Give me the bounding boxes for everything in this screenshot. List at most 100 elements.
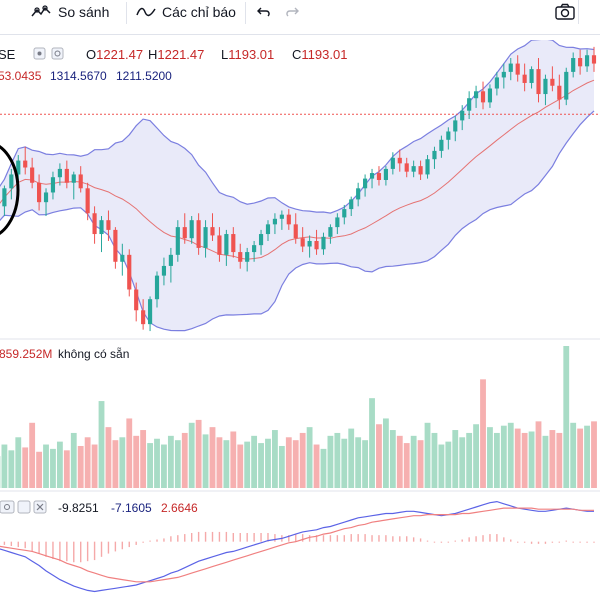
candle-body <box>494 77 499 89</box>
candle <box>134 282 139 322</box>
candle <box>154 271 160 308</box>
volume-bar <box>452 430 459 488</box>
histogram-bar <box>184 534 186 542</box>
candle <box>356 182 361 207</box>
volume-bar <box>556 432 563 488</box>
histogram-bar <box>315 535 318 542</box>
candle-body <box>321 236 326 250</box>
candle <box>474 85 479 108</box>
candle <box>557 74 562 110</box>
candle <box>363 174 368 197</box>
candle <box>182 213 187 244</box>
candle <box>501 63 506 89</box>
candle-body <box>210 227 215 236</box>
histogram-bar <box>86 541 89 562</box>
histogram-bar <box>17 541 19 548</box>
candle-body <box>557 85 562 100</box>
volume-bar <box>272 430 278 488</box>
candle <box>120 243 125 276</box>
volume-pane <box>0 346 597 488</box>
candle-body <box>175 227 180 255</box>
candle <box>217 227 222 262</box>
volume-bar <box>382 418 389 488</box>
histogram-bar <box>3 541 6 545</box>
screenshot-button[interactable] <box>552 0 579 24</box>
volume-bar <box>570 422 577 488</box>
volume-bar <box>341 438 348 488</box>
close-label: C <box>292 47 301 62</box>
candle <box>78 166 83 193</box>
candle-body <box>23 160 28 168</box>
volume-bar <box>181 432 188 488</box>
candle-body <box>369 173 375 179</box>
candle-body <box>480 91 486 103</box>
candle <box>564 67 569 106</box>
compare-icon <box>31 5 51 17</box>
candle-body <box>238 252 243 262</box>
histogram-bar <box>142 541 144 543</box>
candle-body <box>474 91 479 99</box>
histogram-bar <box>239 533 241 542</box>
volume-bar <box>362 440 369 488</box>
settings-toggle[interactable] <box>51 47 64 60</box>
candle <box>571 52 576 78</box>
histogram-bar <box>433 541 436 543</box>
redo-button[interactable] <box>284 0 300 24</box>
bb-upper-value: 1314.5670 <box>50 69 107 83</box>
candle <box>460 105 465 131</box>
candle <box>349 196 354 217</box>
candle-body <box>258 234 264 246</box>
toolbar: So sánh Các chỉ báo <box>0 0 600 35</box>
drawn-circle-annotation[interactable] <box>0 142 20 238</box>
volume-bars <box>0 346 597 488</box>
macd-histogram <box>3 531 595 563</box>
close-icon <box>36 503 44 511</box>
volume-bar <box>466 432 473 488</box>
indicators-button[interactable]: Các chỉ báo <box>136 0 236 24</box>
candle-body <box>279 214 284 219</box>
volume-bar <box>50 448 56 488</box>
candle <box>550 66 555 92</box>
candle-body <box>85 188 90 214</box>
candle <box>106 210 111 241</box>
volume-bar <box>584 425 590 488</box>
volume-bar <box>244 441 251 488</box>
candle <box>37 174 42 211</box>
volume-bar <box>521 432 528 488</box>
chart-area[interactable]: SE O1221.47 H1221.47 L1193.01 C1193.01 5… <box>0 34 600 600</box>
compare-button[interactable]: So sánh <box>30 0 109 24</box>
histogram-bar <box>530 541 533 544</box>
candle-body <box>487 88 493 103</box>
volume-legend: 859.252M không có sẵn <box>0 346 129 361</box>
candle-body <box>134 289 139 311</box>
candle-body <box>168 254 173 266</box>
eye-toggle[interactable] <box>17 500 31 514</box>
candle-body <box>127 254 132 290</box>
undo-icon <box>257 7 270 17</box>
volume-bar <box>230 431 237 488</box>
volume-bar <box>202 434 209 488</box>
candle-body <box>265 224 271 235</box>
volume-bar <box>389 430 396 488</box>
candle <box>43 188 49 217</box>
volume-bar <box>355 437 362 488</box>
volume-bar <box>528 431 535 488</box>
volume-bar <box>98 401 105 488</box>
candle-body <box>418 166 423 175</box>
histogram-bar <box>267 533 269 542</box>
candle <box>584 49 590 72</box>
indicators-icon <box>136 7 156 17</box>
candle <box>522 63 527 92</box>
histogram-bar <box>468 537 470 542</box>
histogram-bar <box>516 541 519 543</box>
candle <box>245 247 250 272</box>
undo-button[interactable] <box>256 0 272 24</box>
candle-body <box>584 55 590 67</box>
candle-body <box>71 174 76 183</box>
volume-bar <box>487 427 493 488</box>
settings-toggle[interactable] <box>0 500 15 514</box>
histogram-bar <box>378 535 380 542</box>
histogram-bar <box>489 534 491 542</box>
histogram-bar <box>461 539 463 542</box>
candle <box>390 152 395 175</box>
